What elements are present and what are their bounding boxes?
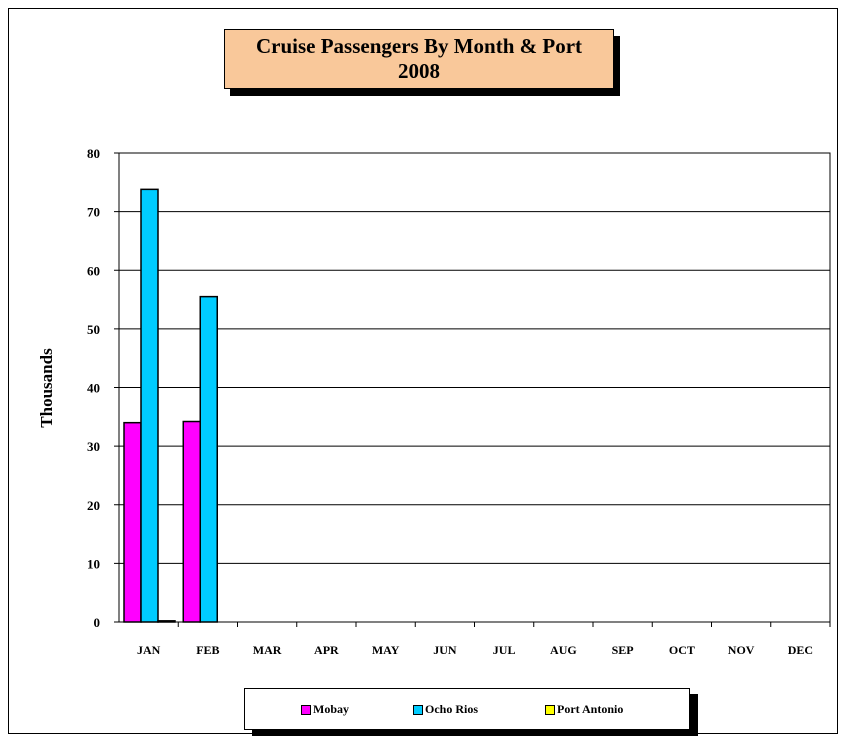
gridlines — [118, 152, 831, 623]
x-tick-label: APR — [314, 643, 339, 657]
legend-label-mobay: Mobay — [313, 702, 349, 716]
x-tick-label: MAR — [253, 643, 282, 657]
x-tick-label: JUL — [493, 643, 516, 657]
legend-item-mobay: Mobay — [301, 702, 349, 717]
y-tick-label: 10 — [87, 556, 100, 571]
x-tick-label: NOV — [728, 643, 755, 657]
chart-title-box: Cruise Passengers By Month & Port 2008 — [224, 29, 614, 89]
axes: 0 10 20 30 40 50 60 70 80 JAN FEB MAR APR MAY JUN JUL AU… — [87, 146, 831, 657]
bar-mobay-feb — [182, 420, 201, 623]
x-tick-label: AUG — [550, 643, 577, 657]
bars — [123, 188, 218, 623]
bar-ocho-rios-feb — [199, 295, 218, 623]
x-tick-label: JAN — [137, 643, 161, 657]
y-tick-label: 60 — [87, 263, 100, 278]
y-tick-label: 30 — [87, 439, 100, 454]
legend-swatch-port-antonio — [545, 704, 555, 715]
x-tick-label: JUN — [433, 643, 457, 657]
bar-port-antonio-jan — [157, 620, 176, 623]
legend-swatch-ocho-rios — [413, 704, 423, 715]
legend-label-ocho-rios: Ocho Rios — [425, 702, 479, 716]
bar-ocho-rios-jan — [140, 188, 159, 623]
chart-subtitle: 2008 — [398, 59, 440, 83]
legend-item-ocho-rios: Ocho Rios — [413, 702, 478, 717]
y-axis-label: Thousands — [37, 348, 56, 428]
legend-label-port-antonio: Port Antonio — [557, 702, 624, 716]
y-tick-label: 80 — [87, 146, 100, 161]
x-tick-label: FEB — [196, 643, 219, 657]
legend: Mobay Ocho Rios Port Antonio — [244, 688, 690, 730]
chart-title: Cruise Passengers By Month & Port — [255, 34, 583, 58]
x-tick-label: MAY — [372, 643, 400, 657]
legend-swatch-mobay — [301, 704, 311, 715]
y-tick-label: 50 — [87, 322, 100, 337]
x-tick-label: DEC — [788, 643, 813, 657]
x-tick-label: OCT — [669, 643, 695, 657]
y-tick-label: 70 — [87, 205, 100, 220]
bar-mobay-jan — [123, 421, 142, 623]
y-tick-label: 0 — [94, 615, 101, 630]
x-tick-label: SEP — [612, 643, 634, 657]
legend-item-port-antonio: Port Antonio — [545, 702, 623, 717]
y-tick-label: 20 — [87, 498, 100, 513]
y-tick-label: 40 — [87, 381, 100, 396]
